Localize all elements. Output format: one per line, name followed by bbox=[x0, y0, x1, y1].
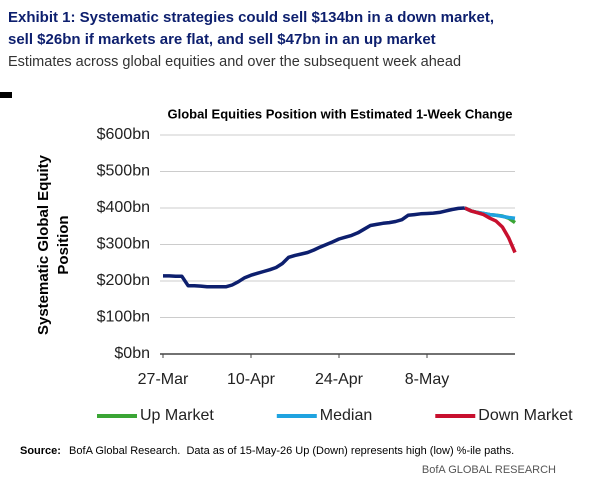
chart-title: Global Equities Position with Estimated … bbox=[167, 106, 512, 121]
x-tick-label: 27-Mar bbox=[138, 371, 189, 388]
series-line bbox=[163, 206, 465, 289]
y-tick-label: $300bn bbox=[97, 236, 150, 253]
y-tick-label: $500bn bbox=[97, 163, 150, 180]
y-tick-label: $400bn bbox=[97, 199, 150, 216]
legend-label: Up Market bbox=[140, 407, 214, 424]
source-label: Source: bbox=[20, 445, 61, 457]
legend-label: Down Market bbox=[478, 407, 573, 424]
legend-label: Median bbox=[320, 407, 372, 424]
x-tick-label: 8-May bbox=[405, 371, 449, 388]
source: BofA Global Research. Data as of 15-May-… bbox=[66, 445, 514, 457]
series-line bbox=[463, 206, 517, 254]
brand: BofA GLOBAL RESEARCH bbox=[422, 464, 556, 476]
subtitle: Estimates across global equities and ove… bbox=[8, 54, 461, 70]
y-label: Systematic Global Equity bbox=[35, 154, 52, 335]
title-line: Exhibit 1: Systematic strategies could s… bbox=[8, 9, 494, 26]
y-label: Position bbox=[55, 215, 72, 274]
y-tick-label: $600bn bbox=[97, 126, 150, 143]
frame-mark bbox=[0, 92, 12, 98]
y-tick-label: $100bn bbox=[97, 309, 150, 326]
title-line: sell $26bn if markets are flat, and sell… bbox=[8, 31, 436, 48]
y-tick-label: $200bn bbox=[97, 272, 150, 289]
x-tick-label: 24-Apr bbox=[315, 371, 364, 388]
x-tick-label: 10-Apr bbox=[227, 371, 276, 388]
y-axis-title: Systematic Global Equity Position bbox=[35, 154, 72, 335]
y-tick-label: $0bn bbox=[114, 345, 150, 362]
